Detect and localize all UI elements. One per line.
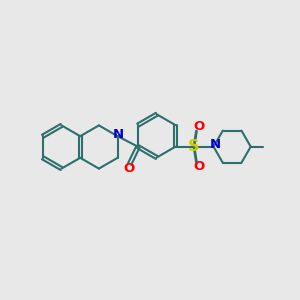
Text: N: N xyxy=(113,128,124,141)
Text: O: O xyxy=(193,120,205,134)
Text: O: O xyxy=(193,160,205,173)
Text: S: S xyxy=(188,139,200,154)
Text: N: N xyxy=(210,138,221,151)
Text: O: O xyxy=(123,162,134,176)
